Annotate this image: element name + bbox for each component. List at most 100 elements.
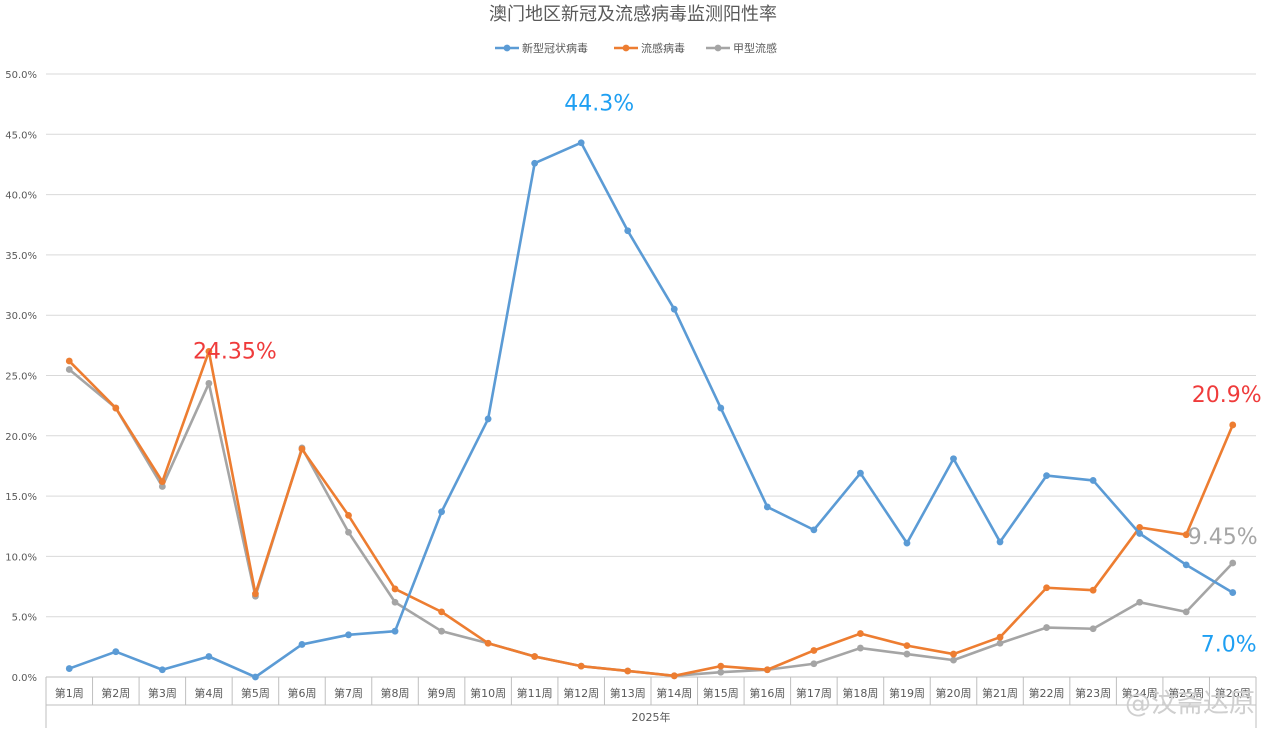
data-point [624,667,632,675]
data-point [531,159,539,167]
x-tick-label: 第26周 [1215,686,1251,700]
data-point [205,379,213,387]
data-point [950,650,957,658]
x-tick-label: 第10周 [470,686,506,700]
legend-marker [714,44,722,52]
y-axis: 0.0% 5.0% 10.0% 15.0% 20.0% 25.0% 30.0% 35.0% 40… [5,70,37,684]
legend-item: 流感病毒 [614,41,685,55]
x-tick-label: 第5周 [241,686,270,700]
data-point [950,656,957,664]
data-point [1182,561,1190,569]
data-point [298,445,306,453]
y-tick-label: 35.0% [5,251,37,262]
x-tick-label: 第19周 [889,686,925,700]
legend-label: 新型冠状病毒 [522,41,588,55]
data-point [996,633,1004,641]
data-point [484,415,492,423]
x-tick-label: 第22周 [1029,686,1065,700]
data-point [670,672,678,680]
data-point [391,627,399,635]
data-point [65,366,73,373]
data-point [1043,584,1050,592]
x-tick-label: 第1周 [55,686,84,700]
x-tick-label: 第18周 [842,686,878,700]
data-point [996,639,1004,647]
series-新型冠状病毒 [65,139,1237,681]
legend: 新型冠状病毒 流感病毒 甲型流感 [495,41,777,55]
data-label: 7.0% [1201,633,1257,658]
data-point [950,455,957,463]
x-tick-label: 第9周 [427,686,456,700]
x-tick-label: 第7周 [334,686,363,700]
series-line [67,141,1235,679]
data-point [1136,598,1144,606]
data-point [717,662,725,670]
x-tick-label: 第24周 [1122,686,1158,700]
y-tick-label: 20.0% [5,432,37,443]
data-point [1229,559,1237,567]
chart-title: 澳门地区新冠及流感病毒监测阳性率 [489,4,777,25]
x-axis: 第1周 第2周 第3周 第4周 第5周 第6周 第7周 第8周 第9周 第10周 第11周 第12周 第… [45,676,1257,728]
x-tick-label: 第20周 [936,686,972,700]
data-point [345,511,352,519]
legend-label: 流感病毒 [641,41,685,55]
data-point [903,642,911,650]
y-tick-label: 25.0% [5,372,37,383]
data-point [1089,477,1097,484]
data-point [903,539,911,547]
data-point [484,639,492,647]
data-point [857,644,864,652]
data-point [158,483,166,490]
series-流感病毒 [65,347,1237,680]
legend-item: 新型冠状病毒 [495,41,588,55]
data-point [205,653,213,660]
data-point [717,668,725,676]
x-tick-label: 第8周 [381,686,410,700]
data-point [996,538,1004,546]
x-tick-label: 第6周 [287,686,316,700]
data-point [345,528,352,536]
x-tick-label: 第21周 [982,686,1018,700]
series-line [67,368,1235,678]
x-tick-label: 第12周 [563,686,599,700]
data-point [391,598,399,606]
x-axis-label: 2025年 [632,710,671,724]
data-point [1229,589,1237,596]
data-point [857,630,864,637]
data-point [438,508,445,516]
x-tick-label: 第2周 [101,686,130,700]
data-point [810,660,818,668]
data-point [298,641,306,648]
legend-marker [503,44,511,52]
data-point [1229,421,1237,429]
x-tick-label: 第3周 [148,686,177,700]
data-point [1043,624,1050,631]
data-label: 9.45% [1188,525,1258,550]
data-label: 24.35% [193,339,277,364]
y-tick-label: 40.0% [5,191,37,202]
y-tick-label: 45.0% [5,130,37,141]
data-point [65,357,73,365]
x-tick-label: 第25周 [1168,686,1204,700]
data-point [345,631,352,639]
data-point [810,526,818,534]
data-point [717,404,725,412]
x-tick-label: 第11周 [517,686,553,700]
x-tick-label: 第16周 [749,686,785,700]
annotation-layer: 44.3% 24.35% 20.9% 9.45% 7.0% [193,92,1262,658]
y-tick-label: 15.0% [5,492,37,503]
y-tick-label: 10.0% [5,552,37,563]
legend-label: 甲型流感 [733,41,777,55]
data-point [763,666,771,674]
data-point [624,227,632,235]
data-point [1043,472,1050,479]
data-point [1089,586,1097,594]
y-tick-label: 0.0% [12,673,37,684]
data-point [670,305,678,313]
watermark: @汶斋达原 [1125,689,1255,719]
data-point [158,666,166,674]
data-point [857,469,864,477]
data-point [112,404,120,412]
x-tick-label: 第4周 [194,686,223,700]
